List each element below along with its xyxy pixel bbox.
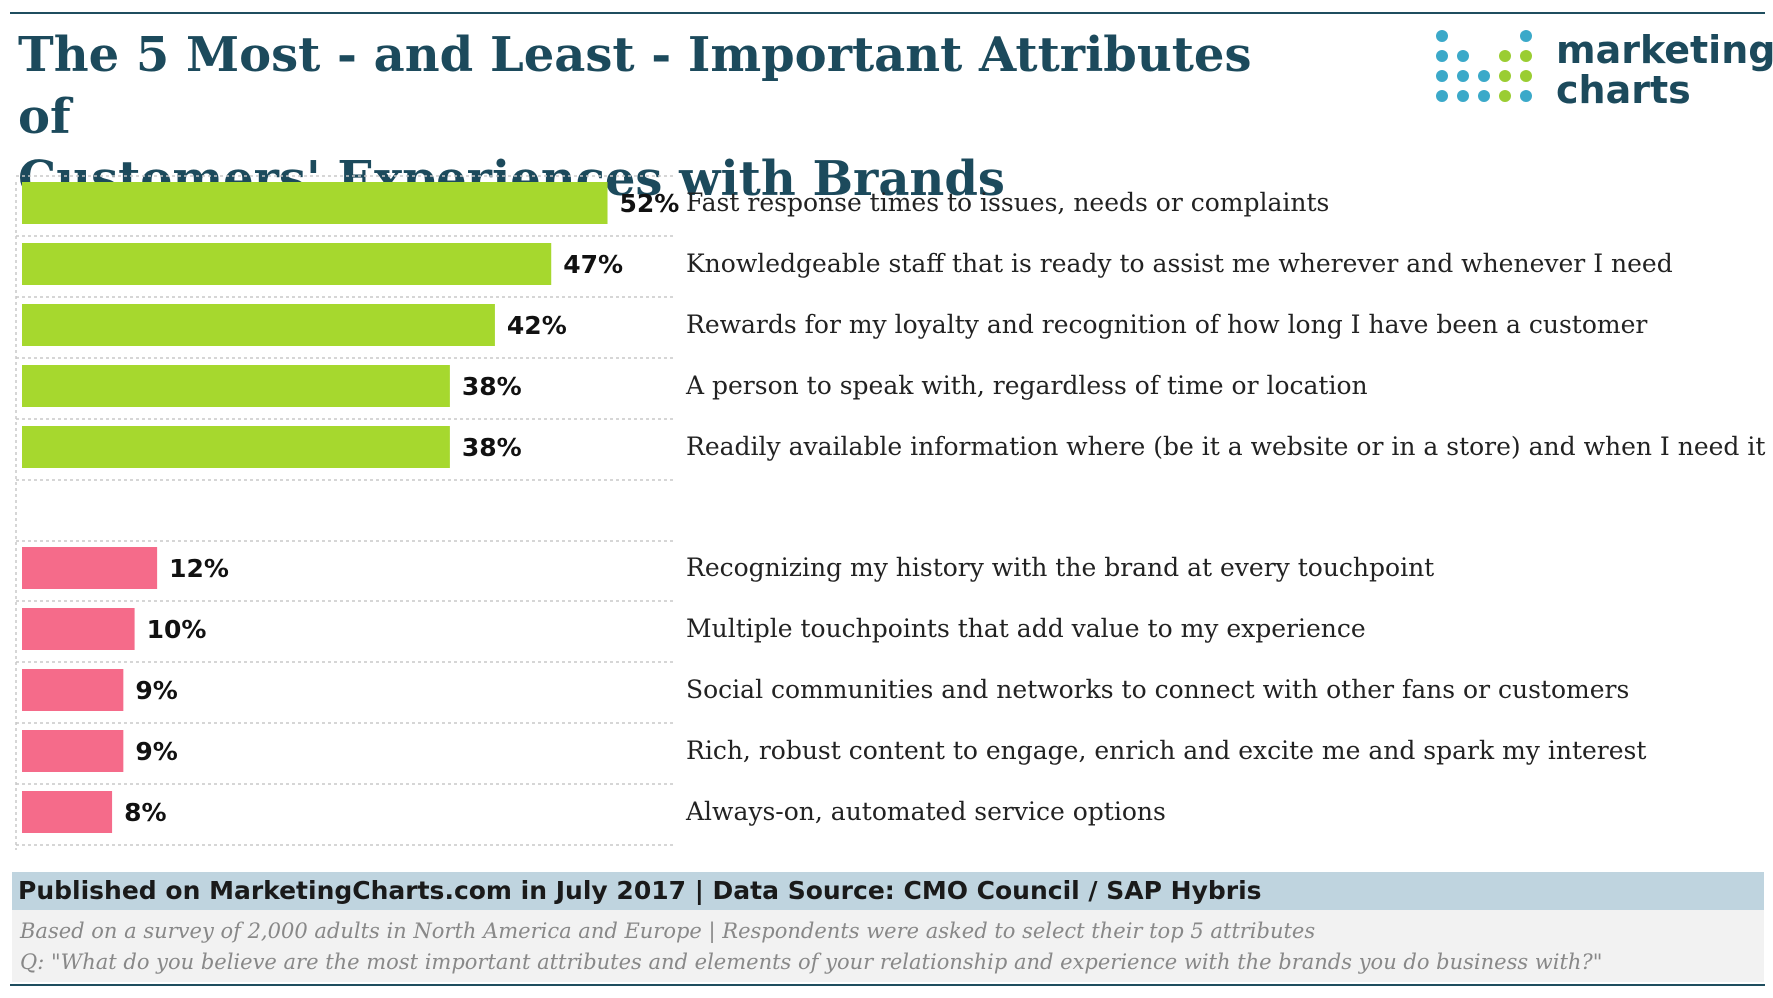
logo-dot	[1520, 50, 1532, 62]
footer-note-question: Q: "What do you believe are the most imp…	[20, 950, 1603, 974]
footer-published: Published on MarketingCharts.com in July…	[18, 876, 1262, 905]
category-label: Social communities and networks to conne…	[686, 675, 1630, 704]
data-label: 10%	[147, 615, 207, 644]
category-label: A person to speak with, regardless of ti…	[686, 371, 1368, 400]
bar	[22, 547, 158, 589]
footer-notes	[12, 910, 1764, 982]
category-label: Recognizing my history with the brand at…	[686, 553, 1435, 582]
logo-dot	[1436, 50, 1448, 62]
bar	[22, 730, 124, 772]
category-label: Multiple touchpoints that add value to m…	[686, 614, 1366, 643]
marketing-charts-logo-icon	[1436, 30, 1532, 102]
logo-dot	[1520, 30, 1532, 42]
logo-dot	[1499, 50, 1511, 62]
data-label: 38%	[462, 433, 522, 462]
bar	[22, 243, 552, 285]
logo-dot	[1457, 70, 1469, 82]
data-label: 9%	[135, 737, 177, 766]
data-label: 9%	[135, 676, 177, 705]
bar	[22, 365, 450, 407]
data-label: 38%	[462, 372, 522, 401]
footer-note-survey: Based on a survey of 2,000 adults in Nor…	[20, 919, 1316, 943]
category-label: Readily available information where (be …	[686, 432, 1766, 461]
bar	[22, 608, 135, 650]
bar	[22, 182, 608, 224]
data-label: 42%	[507, 311, 567, 340]
footer-band	[12, 872, 1764, 910]
category-label: Always-on, automated service options	[686, 797, 1166, 826]
logo-dot	[1520, 90, 1532, 102]
data-label: 47%	[563, 250, 623, 279]
bar	[22, 669, 124, 711]
logo-dot	[1520, 70, 1532, 82]
data-label: 8%	[124, 798, 166, 827]
bar	[22, 791, 113, 833]
top-rule	[10, 12, 1765, 14]
logo-dot	[1436, 70, 1448, 82]
data-label: 52%	[620, 189, 680, 218]
logo-dot	[1478, 90, 1490, 102]
logo-dot	[1499, 90, 1511, 102]
logo-line-2: charts	[1556, 68, 1691, 112]
bottom-rule	[10, 984, 1765, 986]
title-line-1: The 5 Most - and Least - Important Attri…	[18, 27, 1252, 145]
logo-dot	[1457, 90, 1469, 102]
category-label: Knowledgeable staff that is ready to ass…	[686, 249, 1673, 278]
logo-dot	[1457, 50, 1469, 62]
category-label: Rich, robust content to engage, enrich a…	[686, 736, 1647, 765]
logo-dot	[1478, 70, 1490, 82]
logo-line-1: marketing	[1556, 28, 1773, 72]
bar	[22, 304, 495, 346]
chart-title: The 5 Most - and Least - Important Attri…	[18, 24, 1258, 210]
logo-dot	[1499, 70, 1511, 82]
logo-dot	[1436, 90, 1448, 102]
bar	[22, 426, 450, 468]
data-label: 12%	[169, 554, 229, 583]
bar-chart: 52% 47% 42% 38% 38% 12% 10% 9% 9% 8%	[15, 175, 680, 850]
category-label: Rewards for my loyalty and recognition o…	[686, 310, 1648, 339]
logo-dot	[1436, 30, 1448, 42]
logo-text: marketing charts	[1556, 30, 1773, 110]
category-label: Fast response times to issues, needs or …	[686, 188, 1330, 217]
